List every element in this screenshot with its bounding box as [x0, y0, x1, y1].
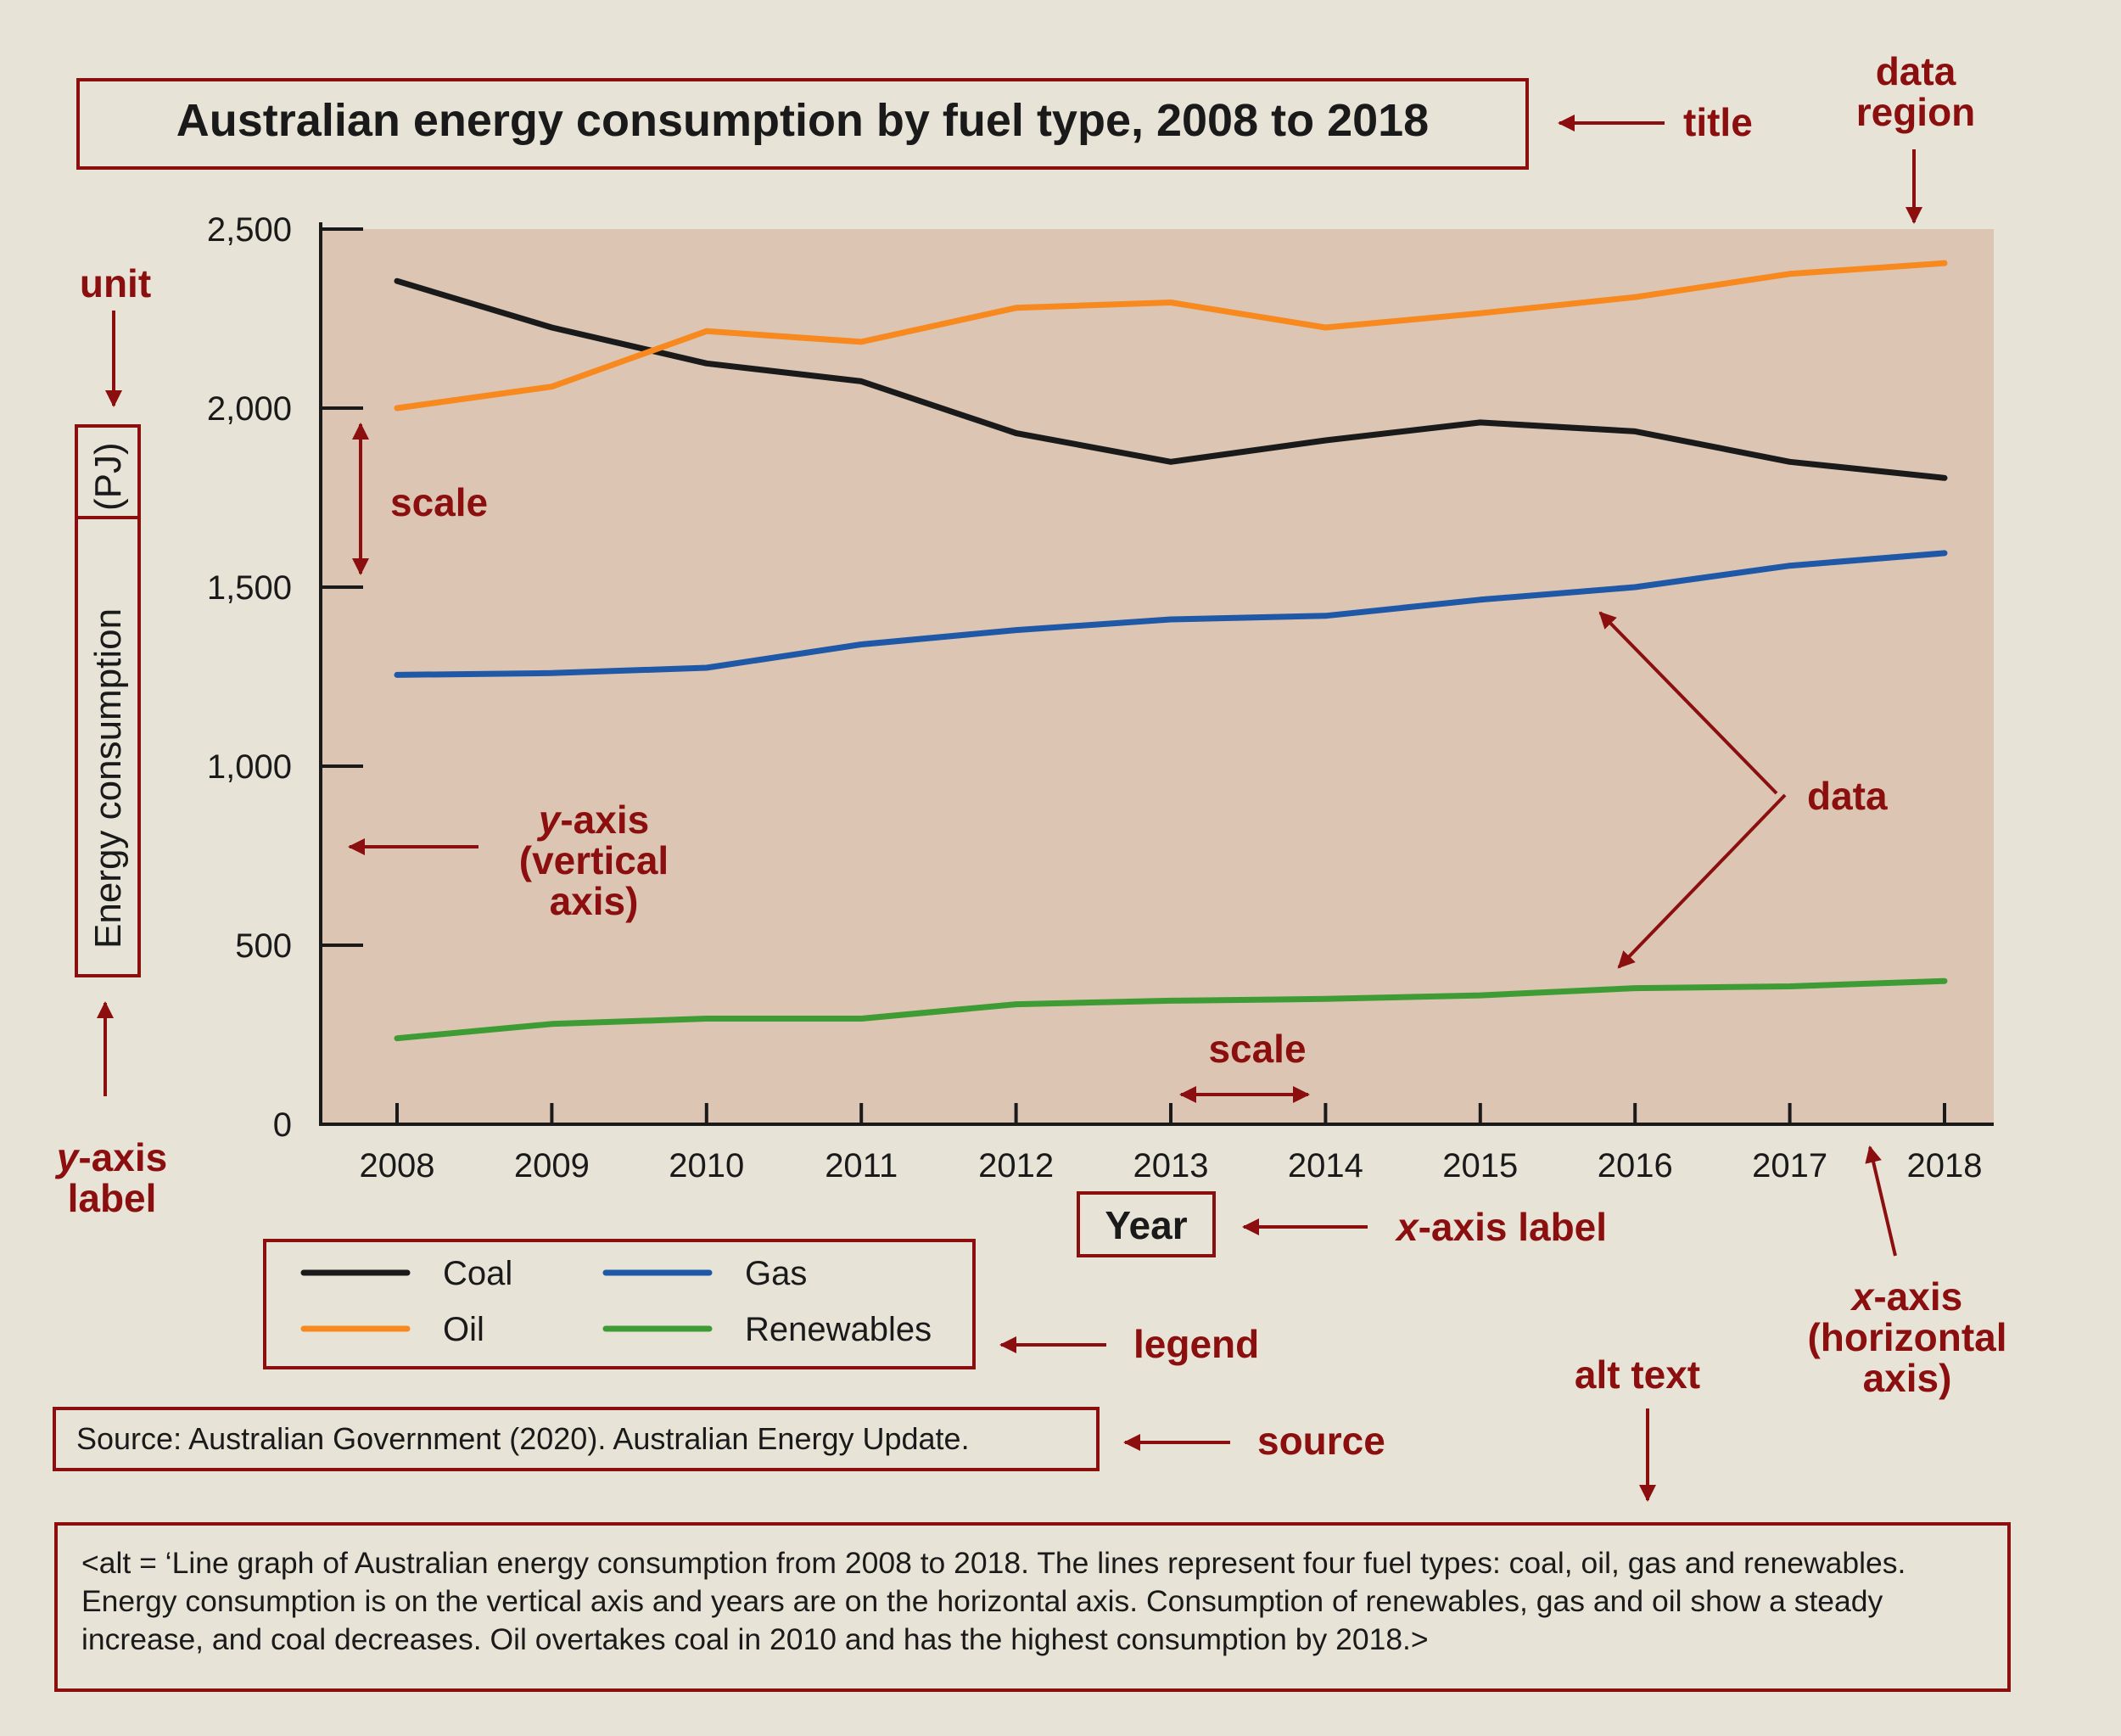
- annotation-y-axis-2: (vertical: [519, 838, 669, 882]
- annotation-data-region-1: data: [1876, 49, 1956, 93]
- y-tick-label: 1,000: [207, 748, 292, 786]
- y-axis-label-box: [75, 424, 141, 977]
- legend-label-oil: Oil: [443, 1311, 484, 1348]
- x-tick-label: 2014: [1288, 1147, 1363, 1184]
- legend-label-coal: Coal: [443, 1255, 512, 1292]
- x-axis-label-box: [1077, 1191, 1216, 1257]
- annotation-title: title: [1683, 100, 1753, 144]
- y-axis-label: Energy consumption: [87, 608, 129, 949]
- x-tick-label: 2018: [1907, 1147, 1983, 1184]
- annotation-data: data: [1807, 774, 1888, 818]
- series-line-oil: [394, 260, 1948, 412]
- legend-items: Coal Oil Gas Renewables: [300, 1255, 932, 1348]
- y-axis-ticks: 0 500 1,000 1,500 2,000 2,500: [207, 211, 363, 1144]
- x-axis-label: Year: [1105, 1203, 1187, 1247]
- annotation-x-axis-2: (horizontal: [1807, 1315, 2006, 1359]
- data-arrow-lower: [1617, 793, 1787, 969]
- data-arrow-upper: [1598, 611, 1778, 795]
- annotation-y-axis-label-1: y-axis: [55, 1135, 167, 1179]
- title-box: [76, 78, 1529, 170]
- alt-text-body: <alt = ‘Line graph of Australian energy …: [81, 1546, 1906, 1656]
- y-tick-label: 0: [273, 1106, 292, 1144]
- chart-title: Australian energy consumption by fuel ty…: [176, 95, 1429, 146]
- annotation-legend: legend: [1133, 1322, 1259, 1366]
- annotation-x-axis-3: axis): [1863, 1356, 1952, 1400]
- x-tick-label: 2008: [360, 1147, 435, 1184]
- data-region: [322, 229, 1994, 1124]
- annotation-data-region-2: region: [1856, 90, 1976, 134]
- legend-label-gas: Gas: [745, 1255, 807, 1292]
- legend: [263, 1239, 976, 1369]
- annotation-unit: unit: [80, 261, 151, 305]
- x-tick-label: 2015: [1442, 1147, 1518, 1184]
- y-tick-label: 500: [235, 927, 292, 965]
- x-tick-label: 2017: [1752, 1147, 1827, 1184]
- annotation-scale-x: scale: [1208, 1027, 1306, 1071]
- annotation-x-axis-1: x-axis: [1850, 1274, 1962, 1319]
- annotation-source: source: [1257, 1419, 1385, 1463]
- data-lines: [394, 260, 1948, 1042]
- x-axis-ticks: 2008 2009 2010 2011 2012 2013 2014 2015 2016 2017…: [360, 1103, 1983, 1184]
- annotation-y-axis-label-2: label: [68, 1176, 157, 1220]
- x-axis-arrow: [1865, 1145, 1897, 1257]
- series-line-renewables: [394, 977, 1948, 1042]
- source-text: Source: Australian Government (2020). Au…: [76, 1421, 970, 1456]
- y-tick-label: 1,500: [207, 569, 292, 607]
- alt-text-box: [54, 1522, 2011, 1692]
- x-tick-label: 2010: [669, 1147, 744, 1184]
- annotation-alt-text: alt text: [1575, 1352, 1700, 1397]
- y-tick-label: 2,000: [207, 390, 292, 428]
- y-axis-unit: (PJ): [87, 442, 129, 511]
- y-tick-label: 2,500: [207, 211, 292, 249]
- legend-label-renewables: Renewables: [745, 1311, 932, 1348]
- x-tick-label: 2016: [1598, 1147, 1673, 1184]
- series-line-gas: [394, 550, 1948, 678]
- annotation-x-axis-label: x-axis label: [1394, 1205, 1607, 1249]
- annotation-y-axis-3: axis): [550, 879, 639, 923]
- x-tick-label: 2011: [825, 1147, 898, 1184]
- x-tick-label: 2009: [514, 1147, 590, 1184]
- annotation-scale-y: scale: [390, 480, 488, 524]
- x-tick-label: 2013: [1133, 1147, 1209, 1184]
- annotation-y-axis-1: y-axis: [537, 798, 649, 842]
- x-tick-label: 2012: [978, 1147, 1054, 1184]
- source-box: [53, 1407, 1100, 1471]
